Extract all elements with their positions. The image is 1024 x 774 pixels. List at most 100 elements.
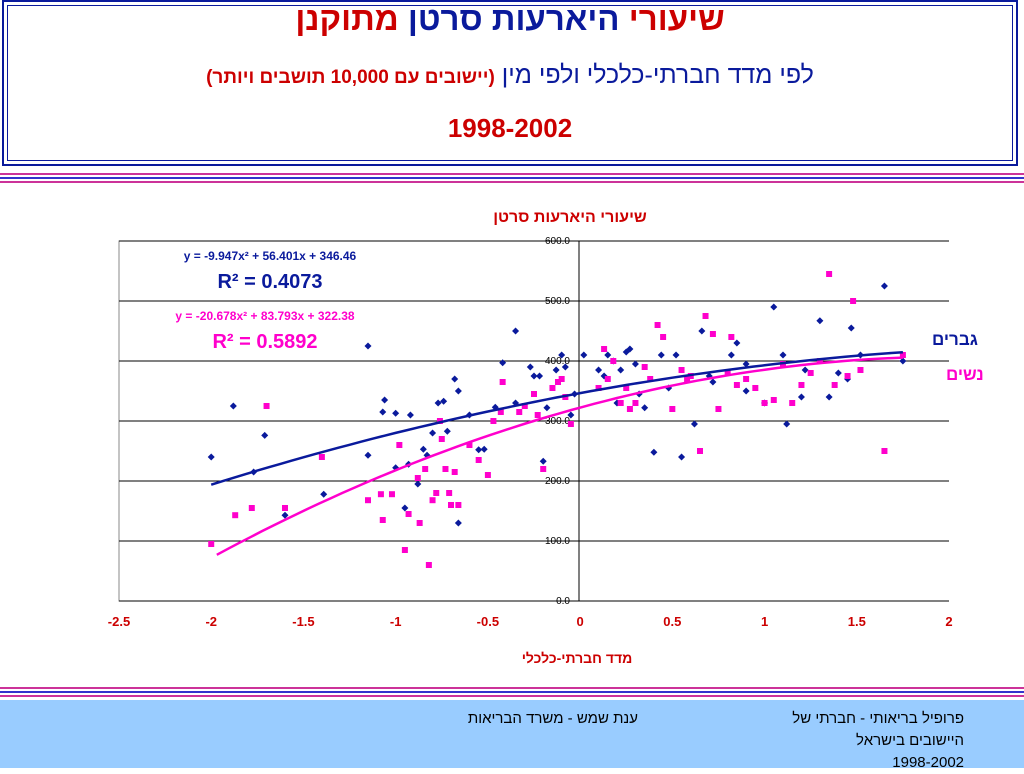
- men-data-point: [207, 453, 215, 461]
- women-data-point: [446, 490, 453, 496]
- women-data-point: [831, 382, 838, 388]
- men-data-point: [847, 324, 855, 332]
- women-data-point: [442, 466, 449, 472]
- women-data-point: [549, 385, 556, 391]
- women-data-point: [789, 400, 796, 406]
- men-data-point: [440, 397, 448, 405]
- men-data-point: [454, 387, 462, 395]
- subtitle-main: לפי מדד חברתי-כלכלי ולפי מין: [501, 61, 814, 89]
- men-data-point: [379, 408, 387, 416]
- men-data-point: [672, 351, 680, 359]
- men-data-point: [580, 351, 588, 359]
- men-data-point: [733, 339, 741, 347]
- men-data-point: [631, 360, 639, 368]
- women-data-point: [232, 512, 239, 519]
- women-data-point: [416, 520, 423, 526]
- men-data-point: [443, 427, 451, 435]
- women-data-point: [433, 490, 440, 496]
- women-data-point: [752, 385, 759, 391]
- women-data-point: [601, 346, 608, 352]
- y-tick-label: 100.0: [545, 536, 570, 547]
- women-data-point: [388, 491, 395, 498]
- women-data-point: [816, 358, 823, 364]
- title-part-2: היארעות סרטן: [407, 0, 620, 37]
- men-data-point: [451, 375, 459, 383]
- x-tick-labels: -2.5 -2 -1.5 -1 -0.5 0 0.5 1 1.5 2: [108, 614, 953, 629]
- y-tick-label: 300.0: [545, 416, 570, 427]
- x-tick-label: 1: [761, 614, 768, 629]
- men-data-point: [678, 453, 686, 461]
- men-data-point: [491, 403, 499, 411]
- men-data-point: [797, 393, 805, 401]
- women-trend-line: [216, 356, 903, 556]
- men-data-point: [364, 342, 372, 350]
- women-data-point: [455, 502, 462, 508]
- women-data-point: [531, 391, 537, 397]
- scatter-chart: שיעורי היארעות סרטן 0.0 100.0 200.0 300.0 40…: [108, 209, 984, 666]
- y-tick-labels: 0.0 100.0 200.0 300.0 400.0 500.0 600.0: [545, 236, 570, 607]
- men-data-point: [364, 451, 372, 459]
- women-data-point: [728, 334, 735, 340]
- men-r2: R² = 0.4073: [217, 271, 322, 293]
- x-tick-label: -2.5: [108, 614, 130, 629]
- women-data-point: [647, 376, 654, 382]
- women-data-point: [798, 382, 805, 388]
- women-data-point: [632, 400, 639, 406]
- title-part-1: שיעורי: [628, 0, 725, 37]
- x-tick-label: -1: [390, 614, 402, 629]
- women-data-point: [414, 475, 421, 481]
- women-data-point: [617, 400, 624, 406]
- y-tick-label: 500.0: [545, 296, 570, 307]
- women-r2: R² = 0.5892: [212, 331, 317, 353]
- men-data-point: [617, 366, 625, 374]
- women-data-point: [208, 541, 215, 547]
- x-tick-label: -0.5: [477, 614, 499, 629]
- women-data-point: [484, 472, 491, 478]
- women-data-point: [540, 466, 547, 472]
- men-data-point: [406, 411, 414, 419]
- men-data-point: [475, 446, 483, 454]
- women-data-point: [422, 466, 429, 472]
- men-data-point: [543, 404, 551, 412]
- top-divider-stripes: [0, 173, 1024, 185]
- women-data-point: [282, 505, 288, 511]
- women-data-point: [466, 442, 473, 448]
- subtitle-note: (יישובים עם 10,000 תושבים ויותר): [206, 67, 495, 88]
- men-data-point: [801, 366, 809, 374]
- men-data-point: [779, 351, 787, 359]
- women-data-point: [497, 409, 504, 415]
- women-data-point: [436, 418, 443, 424]
- women-data-point: [654, 322, 661, 328]
- chart-title: שיעורי היארעות סרטן: [493, 209, 647, 226]
- men-data-point: [536, 372, 544, 380]
- women-data-point: [857, 367, 864, 373]
- women-data-point: [263, 403, 270, 409]
- women-data-point: [669, 406, 676, 412]
- footer-source: פרופיל בריאותי - חברתי של היישובים בישרא…: [744, 708, 964, 774]
- x-tick-label: 0: [576, 614, 583, 629]
- men-data-point: [783, 420, 791, 428]
- men-data-point: [561, 363, 569, 371]
- women-data-point: [626, 406, 633, 412]
- data-points: [207, 271, 907, 568]
- women-data-point: [595, 385, 602, 391]
- men-data-point: [770, 303, 778, 311]
- y-tick-label: 0.0: [556, 596, 570, 607]
- women-data-point: [899, 352, 906, 358]
- men-data-point: [480, 445, 488, 453]
- men-data-point: [595, 366, 603, 374]
- women-data-point: [379, 517, 386, 523]
- title-box: שיעורי היארעות סרטן מתוקנן לפי מדד חברתי…: [2, 0, 1018, 166]
- men-data-point: [281, 511, 289, 519]
- men-data-point: [539, 457, 547, 465]
- men-data-point: [604, 351, 612, 359]
- men-data-point: [512, 327, 520, 335]
- men-data-point: [499, 359, 507, 367]
- women-data-point: [558, 376, 565, 382]
- men-data-point: [816, 317, 824, 325]
- men-data-point: [834, 369, 842, 377]
- women-data-point: [881, 448, 888, 454]
- men-data-point: [558, 351, 566, 359]
- men-data-point: [825, 393, 833, 401]
- women-data-point: [405, 511, 412, 517]
